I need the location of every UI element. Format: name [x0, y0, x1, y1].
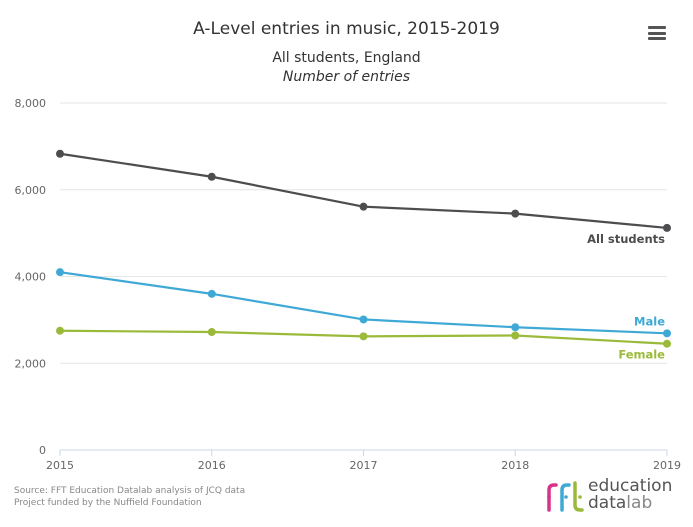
logo-word-lab: lab	[626, 493, 653, 513]
data-point-all-students	[663, 223, 671, 232]
data-point-all-students	[56, 149, 64, 158]
source-line: Source: FFT Education Datalab analysis o…	[14, 486, 246, 496]
y-axis: 0 2,000 4,000 6,000 8,000	[15, 97, 47, 457]
chart-subtitle-units: Number of entries	[282, 69, 411, 85]
data-point-all-students	[359, 202, 368, 211]
data-point-female	[207, 328, 216, 337]
x-axis: 2015 2016 2017 2018 2019	[46, 449, 681, 472]
fft-education-datalab-logo: education datalab	[545, 478, 685, 518]
chart-subtitle: All students, England	[272, 50, 421, 66]
data-point-all-students	[207, 172, 216, 181]
x-tick-label: 2018	[501, 459, 529, 472]
logo-word-data: data	[588, 493, 627, 513]
data-point-male	[511, 323, 520, 332]
series-label-all-students: All students	[587, 232, 665, 246]
x-tick-label: 2015	[46, 459, 74, 472]
data-point-female	[56, 326, 64, 335]
series-label-male: Male	[634, 314, 665, 328]
data-point-male	[207, 289, 216, 298]
logo-word-education: education	[588, 476, 673, 496]
hamburger-menu-icon[interactable]	[648, 26, 666, 40]
funding-line: Project funded by the Nuffield Foundatio…	[14, 498, 202, 508]
data-point-female	[511, 331, 520, 340]
data-point-male	[663, 329, 671, 338]
series-line-male	[59, 271, 668, 335]
y-tick-label: 8,000	[15, 97, 47, 110]
y-tick-label: 4,000	[15, 271, 47, 284]
source-note: Source: FFT Education Datalab analysis o…	[14, 485, 245, 509]
series-female: Female	[56, 326, 671, 362]
chart-title: A-Level entries in music, 2015-2019	[193, 19, 500, 39]
data-point-male	[56, 268, 64, 277]
series-line-all-students	[59, 152, 668, 230]
data-point-male	[359, 315, 368, 324]
series-male: Male	[56, 268, 671, 338]
grid-lines	[60, 102, 667, 364]
fft-logo-icon	[547, 481, 584, 512]
y-tick-label: 2,000	[15, 357, 47, 370]
data-point-female	[663, 339, 671, 348]
series-group: All students Male Female	[56, 149, 671, 362]
series-all-students: All students	[56, 149, 671, 246]
series-label-female: Female	[618, 348, 665, 362]
data-point-female	[359, 332, 368, 341]
x-tick-label: 2017	[350, 459, 378, 472]
y-tick-label: 0	[39, 444, 46, 457]
y-tick-label: 6,000	[15, 184, 47, 197]
x-tick-label: 2019	[653, 459, 681, 472]
x-tick-label: 2016	[198, 459, 226, 472]
logo-text: education datalab	[588, 478, 672, 512]
data-point-all-students	[511, 209, 520, 218]
